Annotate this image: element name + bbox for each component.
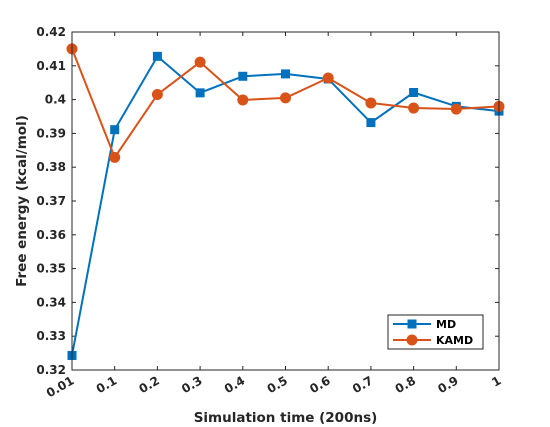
y-tick-label: 0.4 — [45, 93, 66, 107]
x-tick-label: 0.4 — [222, 373, 247, 396]
data-point-md — [366, 118, 376, 128]
data-point-md — [195, 88, 205, 98]
data-point-md — [409, 88, 419, 98]
plot-background — [72, 32, 499, 370]
x-tick-label: 0.8 — [393, 373, 418, 396]
legend: MD KAMD — [387, 314, 484, 350]
data-point-kamd — [408, 102, 420, 114]
series-kamd — [66, 43, 505, 163]
data-point-kamd — [280, 92, 291, 104]
data-point-kamd — [194, 56, 206, 68]
plot-frame — [71, 31, 500, 371]
x-axis-label: Simulation time (200ns) — [194, 410, 378, 426]
y-tick-label: 0.36 — [36, 228, 66, 242]
y-axis-label: Free energy (kcal/mol) — [14, 115, 30, 287]
y-tick-label: 0.38 — [36, 160, 66, 174]
x-tick-label: 0.3 — [179, 373, 204, 396]
y-tick-label: 0.33 — [36, 329, 66, 343]
data-point-md — [110, 125, 120, 135]
y-tick-label: 0.41 — [36, 59, 66, 73]
legend-box — [387, 314, 484, 350]
data-point-md — [238, 71, 248, 81]
legend-label-md: MD — [436, 318, 456, 331]
data-point-kamd — [450, 103, 462, 115]
y-tick-label: 0.42 — [36, 25, 66, 39]
x-tick-label: 1 — [489, 373, 503, 389]
x-tick-label: 0.7 — [350, 373, 375, 396]
data-point-kamd — [151, 89, 163, 101]
x-tick-label: 0.5 — [265, 373, 290, 396]
x-tick-label: 0.2 — [136, 373, 161, 396]
y-tick-label: 0.35 — [36, 262, 66, 276]
y-tick-label: 0.39 — [36, 126, 66, 140]
y-tick-labels: 0.32 0.33 0.34 0.35 0.36 0.37 0.38 0.39 0.4 0.41 0… — [36, 25, 66, 377]
data-point-md — [281, 69, 290, 79]
x-tick-label: 0.01 — [44, 373, 77, 400]
legend-marker-md — [407, 319, 417, 329]
data-point-kamd — [322, 72, 334, 84]
legend-label-kamd: KAMD — [436, 334, 473, 347]
data-point-kamd — [109, 151, 121, 163]
series-layer — [66, 43, 505, 360]
y-tick-label: 0.32 — [36, 363, 66, 377]
legend-marker-kamd — [406, 334, 418, 346]
y-tick-label: 0.37 — [36, 194, 66, 208]
data-point-kamd — [365, 97, 377, 109]
data-point-kamd — [237, 94, 249, 106]
x-tick-label: 0.1 — [94, 373, 119, 396]
x-tick-label: 0.6 — [307, 373, 332, 396]
x-tick-label: 0.9 — [435, 373, 460, 396]
data-point-md — [152, 51, 162, 61]
x-tick-labels: 0.01 0.1 0.2 0.3 0.4 0.5 0.6 0.7 0.8 0.9 1 — [44, 373, 504, 400]
y-tick-label: 0.34 — [36, 295, 66, 309]
